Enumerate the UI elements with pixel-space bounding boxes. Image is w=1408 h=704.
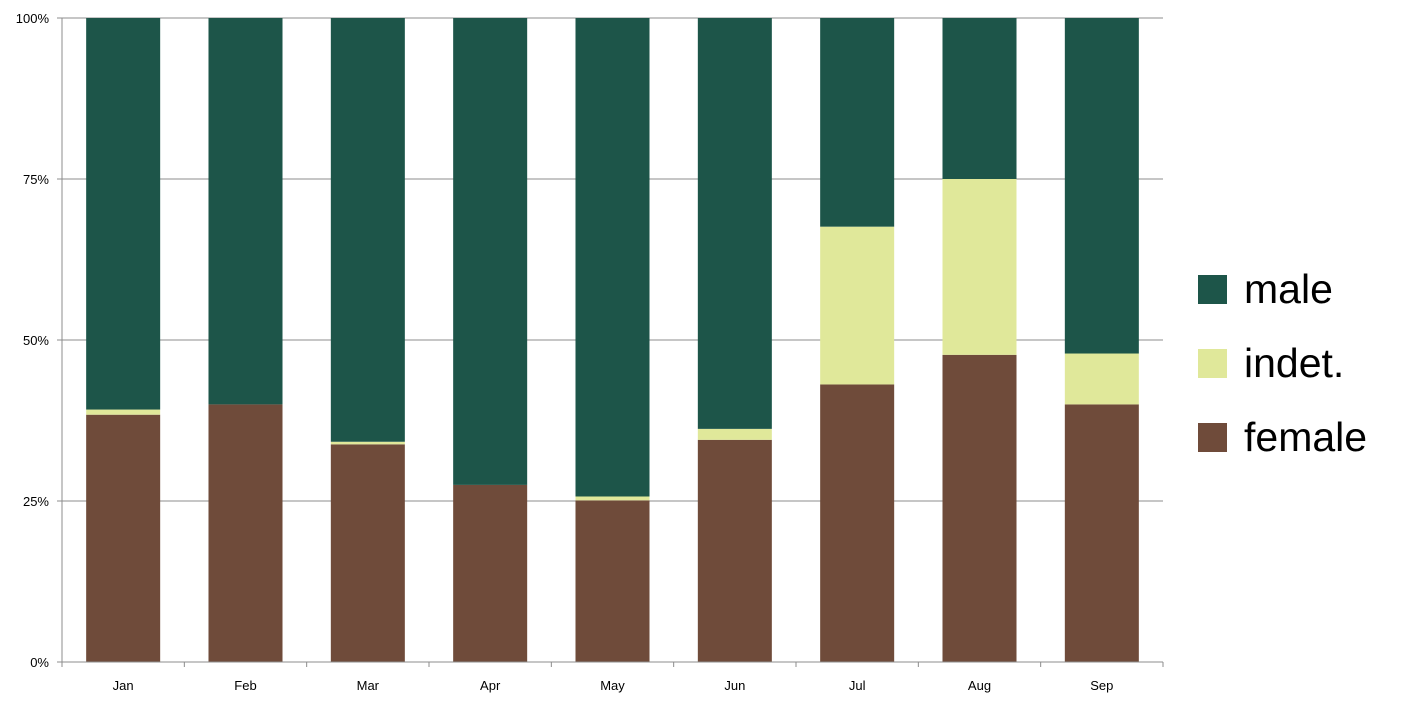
y-tick-label: 100% [16,11,50,26]
bar-male-jul [820,18,895,227]
bar-indet-may [575,496,650,501]
x-tick-label: Jun [724,678,745,693]
bar-male-may [575,18,650,497]
legend: male indet. female [1198,252,1367,474]
bar-male-feb [208,18,283,405]
bar-indet-jul [820,226,895,385]
y-tick-labels: 0% 25% 50% 75% 100% [16,11,50,670]
bar-female-jan [86,414,161,662]
x-tick-label: Jul [849,678,866,693]
bar-male-mar [330,18,405,442]
bar-female-may [575,500,650,662]
x-tick-label: Jan [113,678,134,693]
legend-item: male [1198,252,1367,326]
bar-female-aug [942,354,1017,662]
bar-indet-mar [330,441,405,445]
bar-female-mar [330,444,405,662]
y-tick-label: 25% [23,494,49,509]
bars [86,18,1139,662]
y-tick-label: 0% [30,655,49,670]
bar-female-apr [453,484,528,662]
bar-indet-aug [942,179,1017,355]
bar-male-jun [697,18,772,429]
bar-indet-jun [697,428,772,440]
x-tick-label: Apr [480,678,501,693]
legend-item: female [1198,400,1367,474]
legend-swatch [1198,348,1227,378]
bar-indet-jan [86,409,161,415]
x-tick-label: Sep [1090,678,1113,693]
x-tick-label: May [600,678,625,693]
axes [61,18,1164,667]
bar-female-sep [1064,404,1139,662]
legend-label: male [1244,265,1333,312]
bar-male-sep [1064,18,1139,354]
legend-swatch [1198,274,1227,304]
bar-male-apr [453,18,528,485]
x-tick-labels: Jan Feb Mar Apr May Jun Jul Aug Sep [113,678,1114,693]
bar-female-jun [697,439,772,662]
y-tick-label: 75% [23,172,49,187]
bar-male-aug [942,18,1017,179]
legend-item: indet. [1198,326,1367,400]
bar-female-jul [820,384,895,662]
x-tick-label: Feb [234,678,256,693]
bar-female-feb [208,404,283,662]
x-tick-label: Aug [968,678,991,693]
y-tick-label: 50% [23,333,49,348]
legend-label: indet. [1244,339,1345,386]
legend-swatch [1198,422,1227,452]
x-tick-label: Mar [357,678,380,693]
bar-male-jan [86,18,161,410]
bar-indet-sep [1064,353,1139,405]
legend-label: female [1244,413,1368,460]
